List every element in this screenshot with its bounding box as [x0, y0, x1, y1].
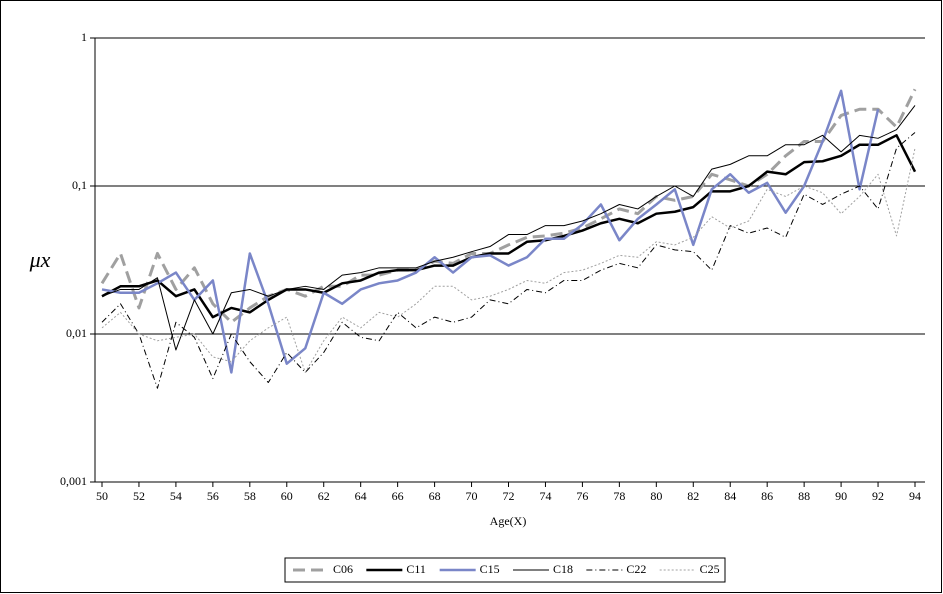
legend-label: C15: [480, 562, 500, 576]
x-tick-label: 76: [576, 489, 588, 503]
x-tick-label: 72: [503, 489, 515, 503]
y-tick-label: 0,001: [60, 474, 87, 488]
series-line: [101, 105, 916, 351]
series-line: [100, 88, 917, 324]
legend-box: [284, 557, 726, 583]
x-tick-label: 60: [281, 489, 293, 503]
x-tick-label: 92: [872, 489, 884, 503]
legend-label: C25: [700, 562, 720, 576]
legend: C06 C11 C15 C18 C22 C25: [284, 557, 726, 583]
x-tick-label: 70: [466, 489, 478, 503]
x-tick-label: 90: [835, 489, 847, 503]
x-tick-label: 78: [613, 489, 625, 503]
x-tick-label: 74: [539, 489, 551, 503]
series-line: [101, 132, 916, 389]
x-tick-label: 52: [133, 489, 145, 503]
x-tick-label: 64: [355, 489, 367, 503]
y-axis-label: μx: [29, 247, 51, 272]
x-tick-label: 68: [429, 489, 441, 503]
x-tick-label: 94: [909, 489, 921, 503]
x-axis-label: Age(X): [490, 514, 527, 528]
series-line: [101, 134, 917, 319]
legend-label: C06: [333, 562, 353, 576]
legend-label: C11: [406, 562, 426, 576]
y-tick-label: 0,1: [72, 178, 87, 192]
x-tick-label: 56: [207, 489, 219, 503]
legend-label: C18: [553, 562, 573, 576]
series-line: [101, 89, 880, 374]
legend-label: C22: [626, 562, 646, 576]
x-tick-label: 58: [244, 489, 256, 503]
x-tick-label: 50: [96, 489, 108, 503]
x-tick-label: 62: [318, 489, 330, 503]
x-tick-label: 86: [761, 489, 773, 503]
x-tick-label: 54: [170, 489, 182, 503]
x-tick-label: 84: [724, 489, 736, 503]
y-tick-label: 0,01: [66, 326, 87, 340]
x-tick-label: 82: [687, 489, 699, 503]
x-tick-label: 66: [392, 489, 404, 503]
x-tick-label: 88: [798, 489, 810, 503]
x-tick-label: 80: [650, 489, 662, 503]
y-tick-label: 1: [81, 30, 87, 44]
